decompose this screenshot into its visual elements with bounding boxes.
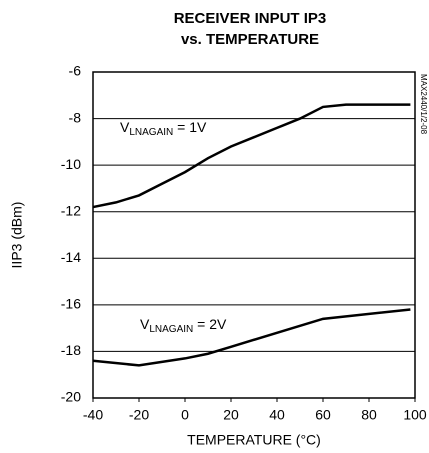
side-note: MAX2440/1/2-08	[419, 74, 428, 135]
y-tick-label: -18	[61, 342, 81, 358]
x-tick-label: -20	[129, 407, 149, 423]
x-tick-label: 40	[269, 407, 285, 423]
y-tick-label: -20	[61, 389, 81, 405]
series-label-part: V	[140, 316, 150, 332]
x-tick-label: 0	[181, 407, 189, 423]
chart-title: RECEIVER INPUT IP3	[174, 10, 327, 27]
series-label-part: V	[120, 119, 130, 135]
chart-title: vs. TEMPERATURE	[181, 31, 319, 48]
series-label: VLNAGAIN = 1V	[120, 119, 207, 138]
x-tick-label: 80	[361, 407, 377, 423]
x-tick-label: 20	[223, 407, 239, 423]
x-tick-label: -40	[83, 407, 103, 423]
x-axis-label: TEMPERATURE (°C)	[187, 432, 321, 448]
series-label-part: = 2V	[193, 316, 227, 332]
y-tick-label: -16	[61, 296, 81, 312]
y-axis-label: IIP3 (dBm)	[9, 202, 25, 269]
plot-frame	[92, 71, 416, 399]
series-line	[92, 308, 411, 367]
y-tick-label: -12	[61, 202, 81, 218]
series-label-part: LNAGAIN	[129, 127, 173, 138]
series-label-part: LNAGAIN	[149, 324, 193, 335]
series-label: VLNAGAIN = 2V	[140, 316, 227, 335]
series-line	[92, 103, 411, 209]
series-label-part: = 1V	[173, 119, 207, 135]
x-tick-label: 60	[315, 407, 331, 423]
y-tick-label: -6	[69, 63, 82, 79]
y-tick-label: -10	[61, 156, 81, 172]
x-tick-label: 100	[403, 407, 427, 423]
y-tick-label: -8	[69, 109, 82, 125]
y-tick-label: -14	[61, 249, 81, 265]
